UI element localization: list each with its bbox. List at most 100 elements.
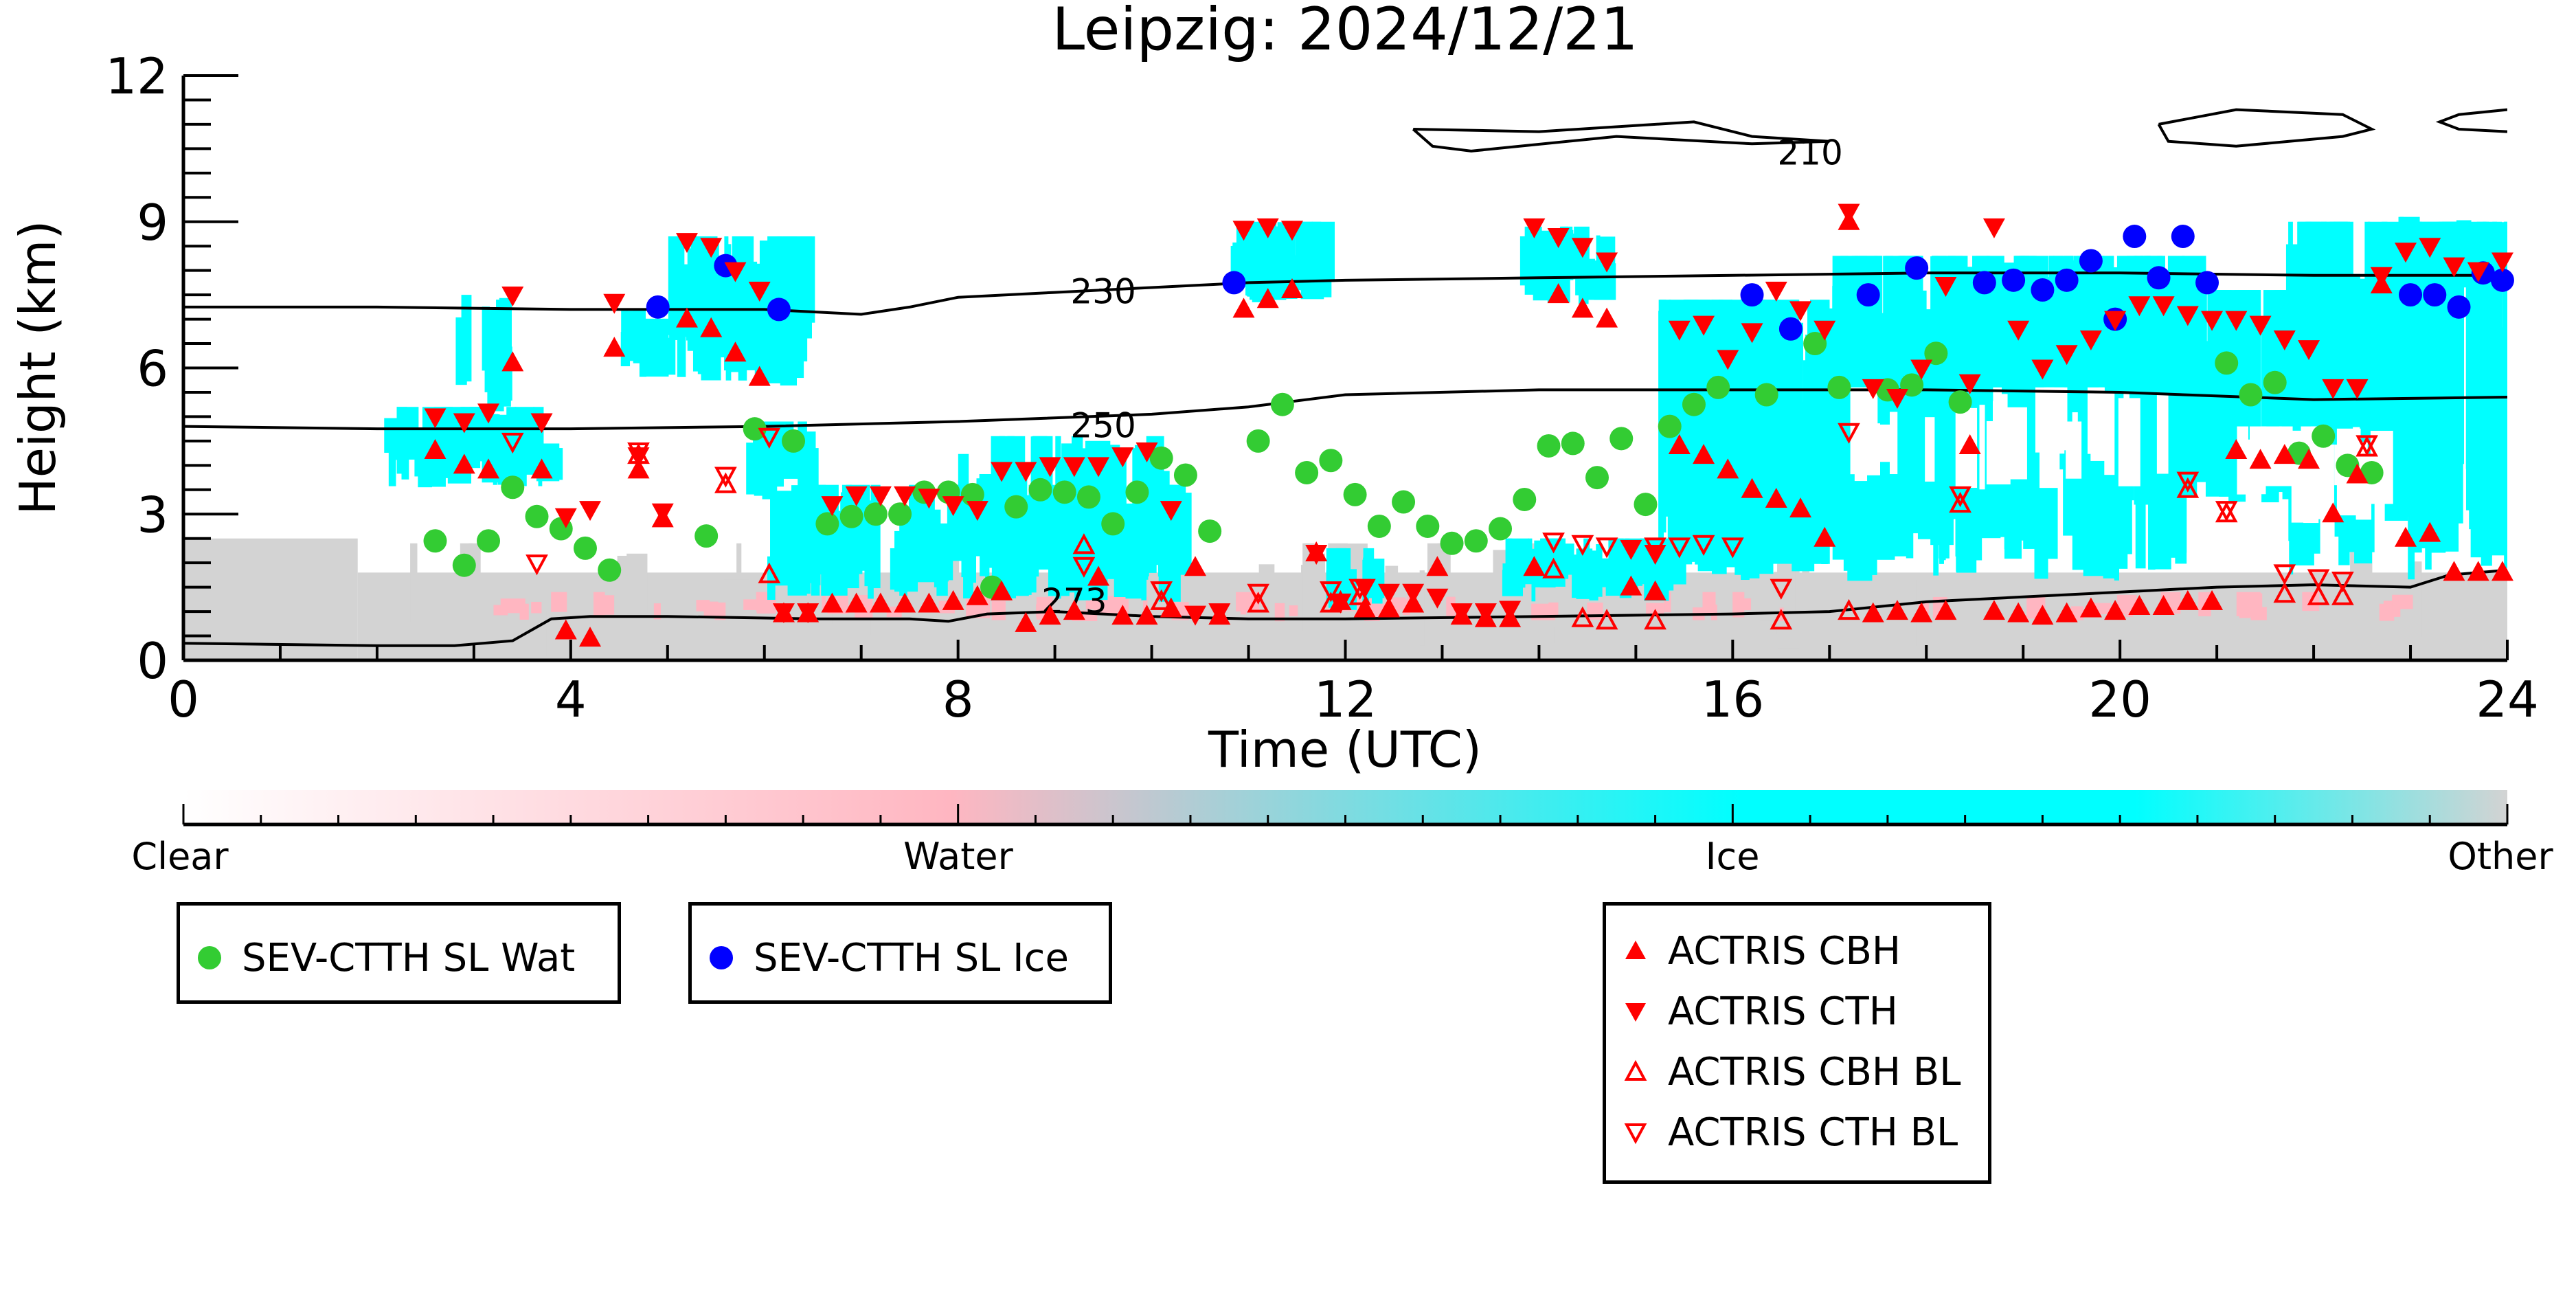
data-point-circle	[1489, 517, 1513, 541]
phase-ice-region	[802, 236, 815, 323]
data-point-triangle-down-open	[2215, 501, 2238, 522]
data-point-triangle-up	[2273, 444, 2296, 464]
x-tick-label: 20	[2088, 671, 2151, 728]
phase-ice-region	[446, 407, 453, 469]
data-point-circle	[815, 512, 839, 536]
phase-water-region	[593, 592, 605, 617]
phase-ice-region	[1033, 436, 1053, 570]
data-point-triangle-down	[1741, 323, 1763, 344]
data-point-triangle-down	[821, 496, 844, 517]
axes: 0 3 6 9 12 0 4 8 12 16 20 24	[105, 47, 2538, 728]
data-point-circle	[1827, 375, 1851, 399]
data-point-triangle-down	[1450, 603, 1473, 624]
data-point-triangle-down	[2298, 340, 2320, 361]
data-point-triangle-down	[1208, 603, 1231, 624]
data-point-triangle-up	[1280, 278, 1303, 299]
legend-item: ACTRIS CTH	[1620, 981, 1988, 1042]
phase-ice-region	[1939, 331, 1950, 559]
data-point-triangle-up	[2104, 600, 2127, 620]
data-point-circle	[1537, 434, 1561, 458]
data-point-triangle-up	[918, 592, 940, 613]
data-point-triangle-down	[501, 287, 524, 307]
data-point-triangle-up	[2419, 521, 2441, 542]
data-point-circle	[1028, 478, 1052, 502]
data-point-triangle-down	[675, 233, 698, 254]
data-point-triangle-down	[724, 262, 747, 282]
phase-colorbar: Clear Water Ice Other	[131, 790, 2553, 878]
data-point-triangle-up	[700, 317, 723, 337]
data-point-triangle-down	[1039, 457, 1061, 478]
data-point-triangle-down	[2031, 359, 2054, 380]
data-point-circle	[2147, 266, 2171, 290]
data-point-circle	[1464, 529, 1488, 553]
phase-ice-region	[461, 295, 472, 382]
data-point-circle	[1295, 460, 1319, 484]
phase-ice-region	[388, 427, 396, 486]
data-point-triangle-down	[1256, 218, 1279, 238]
data-point-triangle-down-open	[1150, 581, 1173, 603]
x-tick-label: 12	[1314, 671, 1377, 728]
phase-ice-region	[2084, 303, 2092, 438]
data-point-triangle-down-open	[1571, 535, 1594, 556]
data-point-triangle-down	[530, 413, 553, 434]
data-point-circle	[1561, 431, 1585, 456]
data-point-triangle-down	[1111, 447, 1134, 468]
data-point-triangle-down-open	[2307, 569, 2330, 590]
data-point-triangle-up	[748, 366, 771, 386]
data-point-circle	[839, 504, 863, 528]
phase-ice-region	[1242, 235, 1247, 287]
data-point-circle	[1076, 485, 1100, 509]
data-point-triangle-up	[1426, 556, 1449, 576]
data-point-triangle-up	[2079, 597, 2102, 618]
data-point-triangle-down	[2176, 306, 2199, 326]
phase-clear-region	[1854, 398, 1868, 482]
phase-water-region	[1446, 596, 1456, 616]
phase-ice-region	[724, 236, 729, 348]
data-point-triangle-up	[2031, 605, 2054, 625]
triangle-down-open-icon	[1620, 1116, 1651, 1148]
data-point-triangle-up	[1910, 602, 1933, 622]
x-tick-label: 24	[2476, 671, 2539, 728]
data-point-triangle-up	[1087, 565, 1110, 586]
data-point-triangle-up	[2128, 594, 2151, 615]
phase-ice-region	[2148, 423, 2156, 570]
phase-ice-region	[2476, 221, 2487, 465]
data-point-triangle-down	[1160, 501, 1182, 521]
phase-water-region	[1240, 600, 1247, 615]
data-point-circle	[694, 524, 719, 548]
data-point-circle	[1740, 283, 1764, 307]
data-point-triangle-down	[966, 501, 988, 521]
data-point-triangle-up	[2007, 602, 2030, 622]
phase-ice-region	[904, 507, 917, 572]
phase-ice-region	[868, 503, 874, 599]
phase-clear-region	[2004, 416, 2018, 456]
phase-ice-region	[773, 427, 778, 494]
legend-actris: ACTRIS CBH ACTRIS CTH ACTRIS CBH BL ACTR…	[1603, 902, 1991, 1184]
data-point-circle	[1682, 392, 1706, 416]
phase-water-region	[1702, 592, 1716, 616]
data-point-circle	[1609, 427, 1634, 451]
data-point-triangle-down	[2128, 296, 2151, 317]
data-point-triangle-up	[2201, 590, 2224, 610]
data-point-circle	[1198, 519, 1222, 543]
data-point-triangle-up-open	[2176, 477, 2200, 498]
data-point-triangle-down	[2467, 262, 2489, 282]
data-point-triangle-down	[1474, 603, 1497, 624]
data-point-triangle-down	[1523, 218, 1546, 238]
data-point-circle	[598, 558, 622, 582]
data-point-triangle-down	[991, 462, 1013, 482]
legend-item: SEV-CTTH SL Wat	[194, 928, 618, 988]
legend-sev-wat: SEV-CTTH SL Wat	[177, 902, 621, 1004]
phase-ice-region	[890, 548, 905, 590]
data-point-triangle-down	[1015, 462, 1037, 482]
phase-ice-region	[1719, 405, 1732, 517]
contour-273	[183, 568, 2507, 647]
chart-title: Leipzig: 2024/12/21	[1052, 0, 1638, 64]
data-point-circle	[2239, 383, 2263, 407]
data-point-triangle-up	[1886, 600, 1908, 620]
phase-ice-region	[1132, 448, 1142, 594]
phase-ice-region	[1502, 563, 1526, 588]
data-point-triangle-up	[1934, 600, 1957, 620]
phase-other-region	[1802, 555, 1810, 631]
cloud-phase-background	[183, 216, 2507, 660]
